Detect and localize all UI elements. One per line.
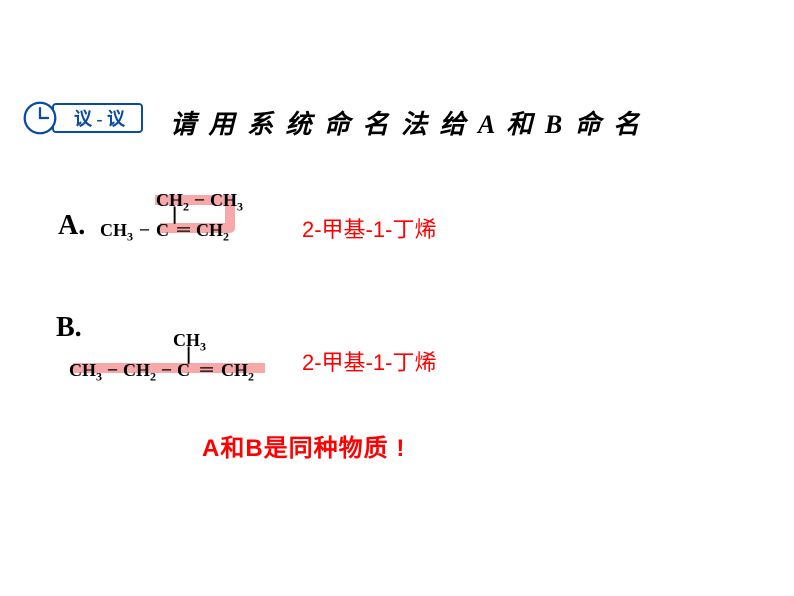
- a-top2: CH3: [210, 190, 243, 210]
- a-bot3: CH2: [196, 220, 229, 240]
- option-b-answer: 2-甲基-1-丁烯: [302, 345, 436, 377]
- b-bot1: CH3: [69, 360, 102, 380]
- b-bot3: C: [177, 360, 190, 380]
- conclusion: A和B是同种物质 !: [202, 428, 405, 463]
- discuss-badge: 议 - 议: [22, 100, 143, 136]
- page-title: 请 用 系 统 命 名 法 给 A 和 B 命 名: [170, 104, 642, 141]
- b-bot4: CH2: [221, 360, 254, 380]
- formula-a: CH2 – CH3 ⎮ CH3 – C ═ CH2: [100, 188, 300, 248]
- a-top1: CH2: [156, 190, 189, 210]
- option-a-answer: 2-甲基-1-丁烯: [302, 212, 436, 244]
- clock-icon: [22, 100, 58, 136]
- option-a-label: A.: [58, 210, 85, 242]
- a-bot1: CH3: [100, 220, 133, 240]
- b-bot2: CH2: [123, 360, 156, 380]
- badge-text: 议 - 议: [52, 103, 143, 133]
- b-top1: CH3: [173, 330, 206, 350]
- formula-b: CH3 ⎮ CH3 – CH2 – C ═ CH2: [65, 336, 305, 396]
- a-bot2: C: [156, 220, 169, 240]
